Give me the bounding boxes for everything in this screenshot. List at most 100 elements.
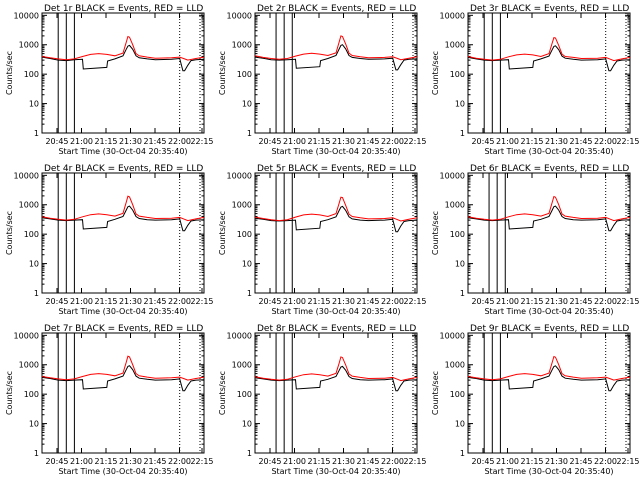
- x-tick-label: 22:00: [168, 297, 191, 306]
- x-tick-label: 22:00: [381, 457, 404, 466]
- y-tick-label: 1: [247, 449, 252, 458]
- plot-frame: [254, 12, 418, 134]
- x-tick-label: 22:15: [190, 137, 213, 146]
- x-tick-label: 21:45: [356, 137, 379, 146]
- y-tick-label: 100: [24, 70, 39, 79]
- y-tick-label: 10000: [227, 331, 252, 340]
- y-tick-label: 10000: [14, 331, 39, 340]
- chart-panel: Det 1r BLACK = Events, RED = LLD Counts/s…: [5, 4, 214, 156]
- y-tick-label: 1000: [445, 41, 465, 50]
- x-tick-label: 20:45: [258, 297, 281, 306]
- y-tick-label: 10: [242, 260, 252, 269]
- y-axis-label: Counts/sec: [5, 51, 14, 95]
- x-tick-label: 21:45: [356, 457, 379, 466]
- x-tick-label: 21:15: [520, 137, 543, 146]
- lld-series-line: [254, 196, 418, 222]
- y-tick-label: 10000: [14, 11, 39, 20]
- panel-title: Det 4r BLACK = Events, RED = LLD: [44, 164, 203, 174]
- y-axis-label: Counts/sec: [5, 211, 14, 255]
- lld-series-line: [41, 35, 205, 61]
- y-tick-label: 10: [455, 260, 465, 269]
- y-tick-label: 10000: [440, 171, 465, 180]
- x-tick-label: 21:00: [496, 457, 519, 466]
- x-tick-label: 22:00: [594, 297, 617, 306]
- y-tick-label: 100: [450, 230, 465, 239]
- x-tick-label: 22:00: [381, 297, 404, 306]
- x-tick-label: 20:45: [258, 137, 281, 146]
- x-tick-label: 20:45: [471, 457, 494, 466]
- plot-frame: [41, 332, 205, 454]
- x-tick-label: 21:15: [94, 137, 117, 146]
- x-tick-label: 22:15: [190, 297, 213, 306]
- lld-series-line: [254, 35, 418, 61]
- x-tick-label: 20:45: [258, 457, 281, 466]
- x-tick-label: 21:15: [520, 457, 543, 466]
- x-axis-label: Start Time (30-Oct-04 20:35:40): [58, 467, 187, 476]
- plot-frame: [254, 172, 418, 294]
- x-axis-label: Start Time (30-Oct-04 20:35:40): [271, 307, 400, 316]
- x-tick-label: 22:00: [381, 137, 404, 146]
- x-tick-label: 22:00: [594, 457, 617, 466]
- x-tick-label: 21:15: [520, 297, 543, 306]
- lld-series-line: [467, 37, 631, 62]
- x-tick-label: 21:00: [496, 297, 519, 306]
- events-series-line: [254, 44, 418, 71]
- x-tick-label: 22:15: [403, 137, 426, 146]
- panel-title: Det 7r BLACK = Events, RED = LLD: [44, 324, 203, 334]
- x-tick-label: 21:15: [307, 297, 330, 306]
- y-tick-label: 10000: [14, 171, 39, 180]
- x-tick-label: 21:00: [70, 457, 93, 466]
- x-tick-label: 21:15: [94, 297, 117, 306]
- x-axis-label: Start Time (30-Oct-04 20:35:40): [58, 307, 187, 316]
- chart-panel: Det 5r BLACK = Events, RED = LLD Counts/s…: [218, 164, 427, 316]
- y-tick-label: 100: [24, 390, 39, 399]
- y-tick-label: 1: [247, 129, 252, 138]
- y-tick-label: 1: [34, 129, 39, 138]
- x-tick-label: 20:45: [45, 137, 68, 146]
- x-tick-label: 21:45: [569, 297, 592, 306]
- x-tick-label: 21:30: [119, 137, 142, 146]
- panel-title: Det 1r BLACK = Events, RED = LLD: [44, 4, 203, 14]
- x-tick-label: 21:45: [143, 457, 166, 466]
- plot-frame: [467, 12, 631, 134]
- plot-frame: [41, 12, 205, 134]
- panel-title: Det 6r BLACK = Events, RED = LLD: [470, 164, 629, 174]
- lld-series-line: [467, 355, 631, 381]
- y-tick-label: 10000: [440, 331, 465, 340]
- x-tick-label: 21:30: [332, 297, 355, 306]
- x-tick-label: 21:00: [283, 137, 306, 146]
- y-tick-label: 10000: [440, 11, 465, 20]
- x-tick-label: 21:30: [332, 137, 355, 146]
- y-tick-label: 1: [460, 289, 465, 298]
- y-tick-label: 10: [455, 100, 465, 109]
- y-tick-label: 100: [450, 70, 465, 79]
- x-tick-label: 20:45: [45, 297, 68, 306]
- y-tick-label: 1: [460, 449, 465, 458]
- x-tick-label: 21:45: [143, 137, 166, 146]
- chart-panel: Det 7r BLACK = Events, RED = LLD Counts/s…: [5, 324, 214, 476]
- y-tick-label: 100: [237, 70, 252, 79]
- x-axis-label: Start Time (30-Oct-04 20:35:40): [271, 467, 400, 476]
- y-tick-label: 1: [34, 449, 39, 458]
- x-tick-label: 21:30: [332, 457, 355, 466]
- lld-series-line: [467, 195, 631, 222]
- y-tick-label: 1: [34, 289, 39, 298]
- events-series-line: [467, 365, 631, 392]
- panel-title: Det 5r BLACK = Events, RED = LLD: [257, 164, 416, 174]
- y-tick-label: 10: [29, 100, 39, 109]
- panel-title: Det 9r BLACK = Events, RED = LLD: [470, 324, 629, 334]
- x-axis-label: Start Time (30-Oct-04 20:35:40): [484, 147, 613, 156]
- x-tick-label: 22:00: [594, 137, 617, 146]
- x-tick-label: 21:00: [496, 137, 519, 146]
- x-tick-label: 22:00: [168, 457, 191, 466]
- x-tick-label: 21:45: [143, 297, 166, 306]
- y-axis-label: Counts/sec: [5, 371, 14, 415]
- x-tick-label: 21:00: [70, 137, 93, 146]
- y-axis-label: Counts/sec: [431, 51, 440, 95]
- x-axis-label: Start Time (30-Oct-04 20:35:40): [484, 307, 613, 316]
- y-tick-label: 1000: [232, 201, 252, 210]
- lld-series-line: [41, 355, 205, 381]
- x-tick-label: 21:30: [545, 297, 568, 306]
- x-tick-label: 21:30: [545, 137, 568, 146]
